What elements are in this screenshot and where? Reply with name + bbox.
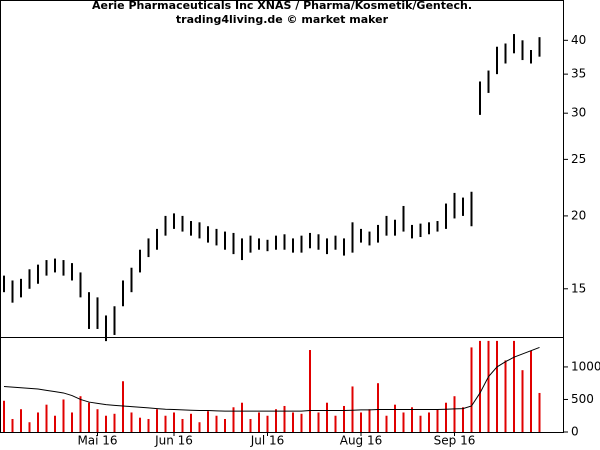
volume-bar xyxy=(521,370,524,432)
volume-bar xyxy=(360,412,362,432)
volume-bar xyxy=(309,350,311,432)
volume-bar xyxy=(139,417,141,432)
volume-bar xyxy=(419,415,422,432)
volume-bar xyxy=(402,412,405,432)
volume-bar xyxy=(334,415,337,432)
volume-bar xyxy=(3,400,5,432)
volume-bar xyxy=(207,411,209,432)
chart-subtitle: trading4living.de © market maker xyxy=(176,13,389,26)
volume-bar xyxy=(241,402,243,432)
volume-bar xyxy=(96,409,99,432)
volume-bar xyxy=(198,422,201,432)
x-tick-label: Jun 16 xyxy=(154,434,193,448)
volume-average xyxy=(3,346,540,412)
volume-bar xyxy=(436,409,439,432)
volume-bar xyxy=(122,381,124,432)
y-tick-label: 15 xyxy=(571,281,586,295)
volume-bar xyxy=(292,412,294,432)
x-tick-label: Jul 16 xyxy=(250,434,285,448)
x-tick-label: Aug 16 xyxy=(340,434,383,448)
volume-bar xyxy=(224,418,226,432)
volume-bar xyxy=(385,415,388,432)
price-frame xyxy=(0,0,564,338)
volume-bar xyxy=(445,402,447,432)
y-tick-label: 1000 xyxy=(571,359,600,373)
volume-bar xyxy=(343,405,345,432)
volume-frame xyxy=(0,337,564,433)
volume-bar xyxy=(164,415,167,432)
y-tick-label: 40 xyxy=(571,33,586,47)
volume-bar xyxy=(88,402,90,432)
y-tick-label: 30 xyxy=(571,106,586,120)
volume-bar xyxy=(462,407,464,432)
volume-bar xyxy=(530,350,532,432)
volume-bar xyxy=(20,409,22,432)
volume-bar xyxy=(45,404,48,432)
chart-title: Aerie Pharmaceuticals Inc XNAS / Pharma/… xyxy=(92,0,472,12)
volume-bar xyxy=(215,415,218,432)
volume-bar xyxy=(190,413,192,432)
volume-bar xyxy=(428,412,430,432)
volume-bar xyxy=(232,407,235,432)
y-tick-label: 0 xyxy=(571,425,579,439)
volume-bar xyxy=(11,418,14,432)
volume-bar xyxy=(317,412,320,432)
y-tick-label: 20 xyxy=(571,208,586,222)
volume-bar xyxy=(181,418,184,432)
volume-bar xyxy=(411,407,413,432)
volume-bar xyxy=(368,409,371,432)
volume-bar xyxy=(504,360,507,432)
volume-bar xyxy=(258,412,260,432)
volume-bar xyxy=(249,418,252,432)
volume-bar xyxy=(156,409,158,432)
volume-bar xyxy=(37,412,39,432)
volume-bar xyxy=(351,386,354,432)
x-tick-label: Mai 16 xyxy=(77,434,117,448)
y-tick-label: 25 xyxy=(571,152,586,166)
volume-bar xyxy=(487,340,490,432)
volume-bar xyxy=(453,396,456,432)
volume-bar xyxy=(275,409,277,432)
volume-bar xyxy=(394,404,396,432)
volume-bar xyxy=(28,422,31,432)
volume-bar xyxy=(147,418,150,432)
volume-bar xyxy=(266,415,269,432)
volume-bar xyxy=(479,340,481,432)
volume-bar xyxy=(496,340,498,432)
volume-bar xyxy=(105,415,107,432)
volume-bar xyxy=(113,413,116,432)
volume-bar xyxy=(326,402,328,432)
volume-bar xyxy=(79,396,82,432)
volume-bar xyxy=(377,383,379,432)
volume-bar xyxy=(71,412,73,432)
y-tick-label: 35 xyxy=(571,67,586,81)
volume-bar xyxy=(513,340,515,432)
volume-bar xyxy=(470,347,473,432)
y-tick-label: 500 xyxy=(571,392,594,406)
volume-bar xyxy=(173,412,175,432)
volume-bar xyxy=(300,413,303,432)
volume-bar xyxy=(538,392,541,432)
volume-bar xyxy=(62,399,65,432)
volume-bar xyxy=(283,405,286,432)
volume-bar xyxy=(130,412,133,432)
volume-bar xyxy=(54,415,56,432)
x-tick-label: Sep 16 xyxy=(434,434,476,448)
